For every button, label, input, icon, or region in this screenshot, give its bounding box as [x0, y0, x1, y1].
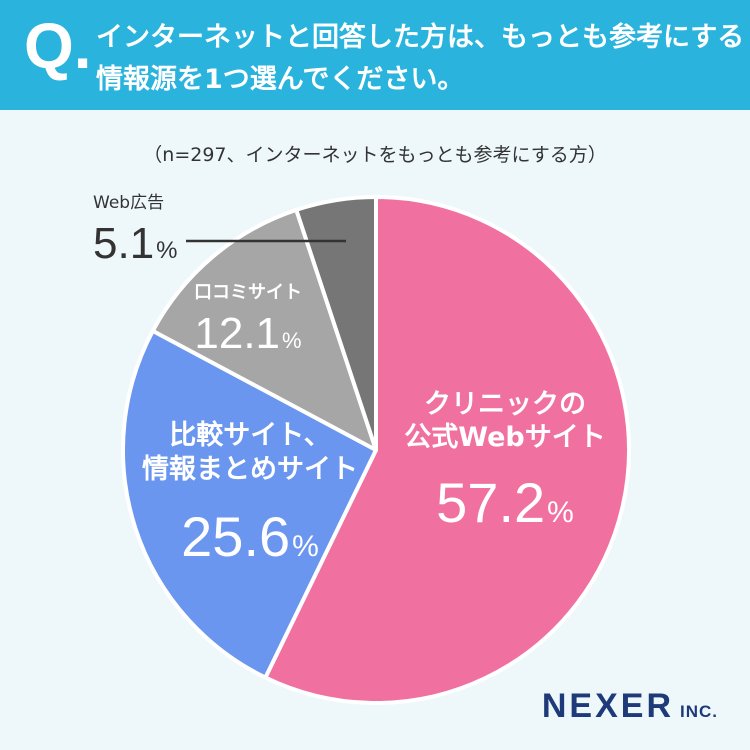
- question-mark: Q.: [24, 10, 92, 82]
- pie-slices: [121, 195, 631, 705]
- question-header: Q. インターネットと回答した方は、もっとも参考にする 情報源を1つ選んでくださ…: [0, 0, 750, 110]
- slice-value-number-3: 5.1: [93, 219, 154, 268]
- logo-suffix: INC.: [680, 702, 718, 721]
- slice-value-0: 57.2%: [436, 471, 574, 534]
- slice-value-percent-3: %: [156, 237, 177, 264]
- slice-label-0-line-0: クリニックの: [424, 389, 586, 420]
- slice-label-2-line-0: 口コミサイト: [194, 282, 302, 303]
- pie-slice-3: [294, 195, 378, 452]
- slice-value-2: 12.1%: [194, 309, 301, 358]
- slice-value-percent-0: %: [547, 496, 574, 529]
- slice-label-0-line-1: 公式Webサイト: [404, 422, 605, 453]
- slice-label-3-line-0: Web広告: [93, 193, 164, 213]
- slice-value-number-2: 12.1: [194, 309, 280, 358]
- slice-value-percent-1: %: [292, 530, 319, 563]
- pie-slice-2: [150, 207, 378, 452]
- nexer-logo: NEXER INC.: [542, 687, 718, 726]
- slice-value-3: 5.1%: [93, 219, 178, 268]
- question-text-line-2: 情報源を1つ選んでください。: [96, 64, 465, 95]
- slice-value-number-1: 25.6: [181, 505, 290, 568]
- slice-value-number-0: 57.2: [436, 471, 545, 534]
- pie-slice-0: [263, 195, 631, 705]
- sample-size-note: （n=297、インターネットをもっとも参考にする方）: [143, 144, 607, 166]
- slice-value-percent-2: %: [282, 328, 302, 353]
- slice-value-1: 25.6%: [181, 505, 319, 568]
- logo-name: NEXER: [541, 687, 674, 725]
- question-text-line-1: インターネットと回答した方は、もっとも参考にする: [96, 22, 745, 53]
- slice-label-1-line-1: 情報まとめサイト: [142, 454, 358, 485]
- slice-label-1-line-0: 比較サイト、: [169, 419, 330, 451]
